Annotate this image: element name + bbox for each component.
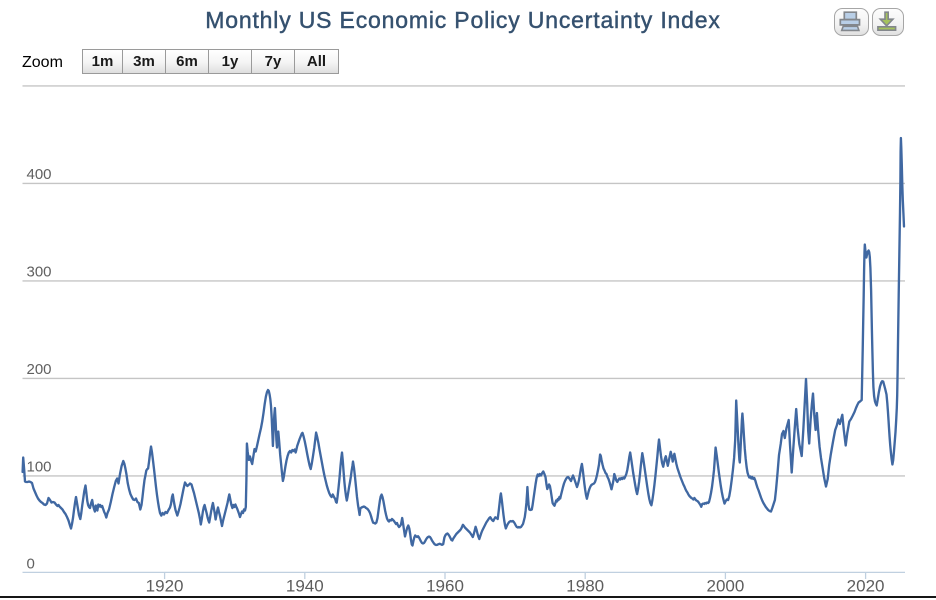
svg-text:400: 400 [27, 166, 52, 183]
svg-text:1980: 1980 [566, 576, 604, 595]
svg-text:200: 200 [27, 361, 52, 378]
svg-text:1960: 1960 [426, 576, 464, 595]
svg-text:1920: 1920 [146, 576, 184, 595]
svg-text:300: 300 [27, 263, 52, 280]
svg-text:1940: 1940 [286, 576, 324, 595]
svg-text:2000: 2000 [706, 576, 744, 595]
svg-text:100: 100 [27, 458, 52, 475]
svg-text:0: 0 [27, 556, 35, 573]
svg-text:2020: 2020 [847, 576, 885, 595]
